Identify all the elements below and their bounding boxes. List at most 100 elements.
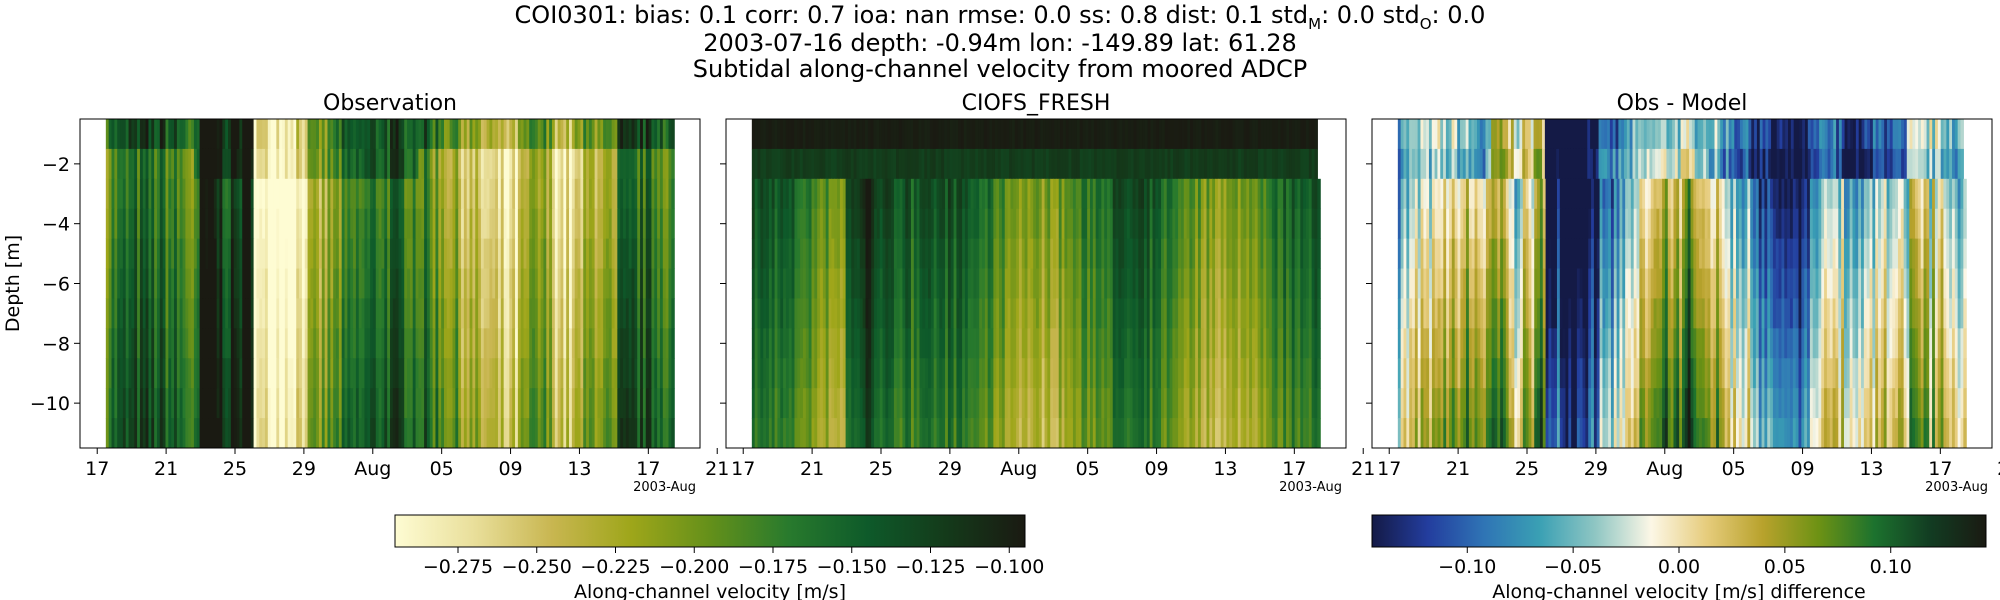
heatmap-cell [455,358,459,389]
heatmap-cell [876,208,881,240]
heatmap-cell [771,388,776,419]
heatmap-cell [523,328,527,359]
heatmap-cell [264,178,269,210]
heatmap-cell [1314,208,1318,240]
heatmap-cell [131,358,135,389]
heatmap-cell [837,328,841,359]
heatmap-cell [426,388,431,419]
heatmap-cell [1274,298,1279,329]
heatmap-cell [1167,148,1171,180]
heatmap-cell [777,388,781,419]
heatmap-cell [1142,148,1146,180]
heatmap-cell [1024,328,1029,359]
heatmap-cell [191,328,195,359]
heatmap-cell [293,238,297,269]
heatmap-cell [1317,238,1321,269]
heatmap-cell [1243,148,1248,180]
heatmap-cell [788,358,793,389]
heatmap-cell [512,418,516,449]
heatmap-cell [1098,268,1102,299]
heatmap-cell [191,268,195,299]
heatmap-cell [1254,178,1259,210]
heatmap-cell [987,418,992,449]
heatmap-cell [1101,178,1105,210]
heatmap-cell [1096,119,1101,150]
heatmap-cell [500,178,505,210]
heatmap-cell [600,298,604,329]
heatmap-cell [1044,268,1048,299]
heatmap-cell [1093,119,1098,150]
heatmap-cell [1251,178,1256,210]
x-tick-label: 17 [85,458,109,480]
heatmap-cell [1235,119,1239,150]
heatmap-cell [105,418,110,449]
heatmap-cell [1050,178,1054,210]
heatmap-cell [1178,388,1182,419]
heatmap-cell [901,148,906,180]
heatmap-cell [1038,208,1043,240]
heatmap-cell [1680,148,1685,180]
heatmap-cell [999,268,1003,299]
heatmap-cell [1294,238,1299,269]
heatmap-cell [1257,388,1262,419]
heatmap-cell [1689,148,1693,180]
heatmap-cell [1058,358,1063,389]
heatmap-cell [1109,328,1114,359]
heatmap-cell [370,358,374,389]
heatmap-cell [222,388,226,419]
heatmap-cell [970,298,975,329]
heatmap-cell [1477,178,1481,210]
heatmap-cell [290,208,294,240]
heatmap-cell [1303,388,1307,419]
heatmap-cell [134,208,138,240]
heatmap-cell [1101,298,1105,329]
heatmap-cell [822,178,827,210]
heatmap-cell [247,298,252,329]
heatmap-cell [1109,418,1114,449]
heatmap-cell [842,268,847,299]
heatmap-cell [1584,119,1588,150]
heatmap-cell [1799,119,1803,150]
heatmap-cell [202,148,206,180]
heatmap-cell [1055,328,1060,359]
heatmap-cell [247,418,252,449]
heatmap-cell [520,148,525,180]
heatmap-cell [854,298,858,329]
heatmap-cell [318,358,323,389]
heatmap-cell [859,268,864,299]
heatmap-cell [480,178,485,210]
heatmap-cell [1004,358,1009,389]
heatmap-cell [1096,148,1101,180]
heatmap-cell [929,119,934,150]
heatmap-cell [111,119,115,150]
heatmap-cell [976,418,980,449]
heatmap-cell [1294,298,1299,329]
heatmap-cell [483,268,488,299]
heatmap-cell [1064,268,1068,299]
heatmap-cell [466,328,471,359]
heatmap-cell [125,418,130,449]
x-tick-label: 25 [869,458,893,480]
heatmap-cell [296,268,300,299]
heatmap-cell [1215,358,1219,389]
heatmap-cell [483,358,488,389]
heatmap-cell [361,358,366,389]
heatmap-cell [913,238,918,269]
heatmap-cell [645,328,650,359]
heatmap-cell [515,178,519,210]
heatmap-cell [1505,119,1509,150]
heatmap-cell [828,358,832,389]
heatmap-cell [1055,238,1060,269]
heatmap-cell [421,268,425,299]
heatmap-cell [597,119,601,150]
heatmap-cell [1078,238,1083,269]
heatmap-cell [1252,119,1256,150]
heatmap-cell [1026,148,1030,180]
heatmap-cell [1197,358,1202,389]
heatmap-cell [253,238,258,269]
heatmap-cell [802,388,807,419]
heatmap-cell [628,178,633,210]
heatmap-cell [1030,388,1034,419]
heatmap-cell [165,208,169,240]
heatmap-cell [992,119,996,150]
